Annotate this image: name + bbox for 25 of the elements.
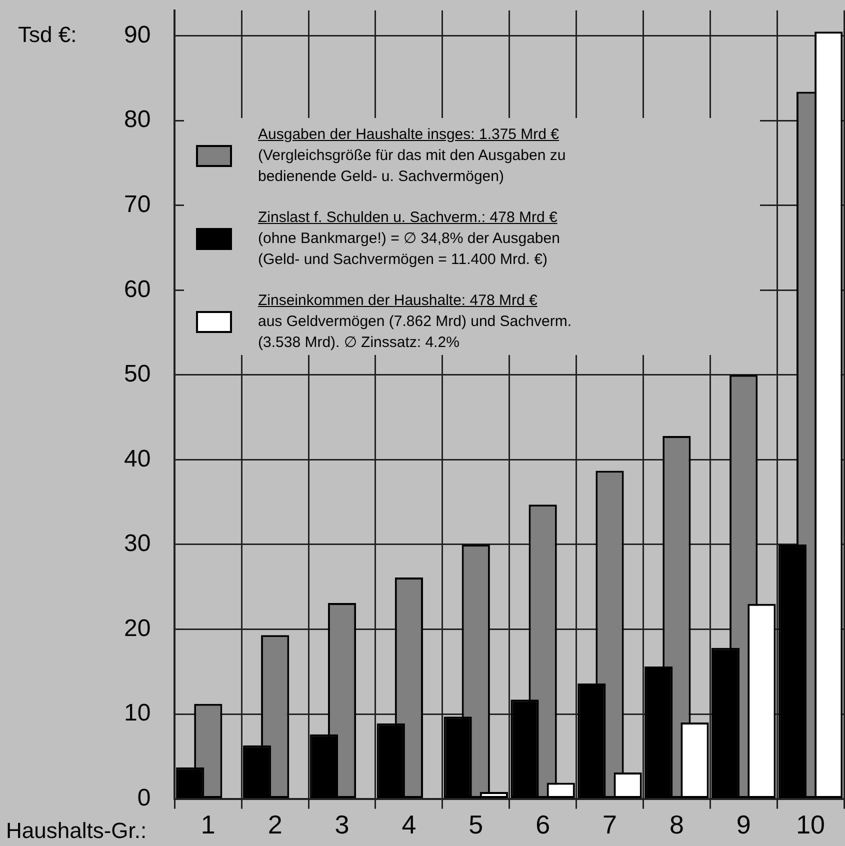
y-tick-label: 70 — [124, 191, 151, 218]
x-tick-label: 2 — [268, 810, 282, 840]
x-tick-label: 6 — [536, 810, 550, 840]
y-tick-label: 40 — [124, 445, 151, 472]
y-tick-label: 60 — [124, 276, 151, 303]
y-axis-title: Tsd €: — [18, 22, 77, 47]
legend-label: Zinslast f. Schulden u. Sachverm.: 478 Mrd € (ohne Bankmarge!) = ∅ 34,8% der Ausgaben (Geld- und Sachvermögen = 11.400 Mrd. €) — [258, 208, 560, 270]
y-tick-label: 0 — [137, 784, 151, 812]
x-tick-label: 9 — [736, 810, 751, 840]
y-tick-label: 10 — [124, 700, 151, 727]
x-tick-label: 1 — [200, 810, 216, 840]
legend-label: Zinseinkommen der Haushalte: 478 Mrd € aus Geldvermögen (7.862 Mrd) und Sachverm. (3.538 Mrd). ∅ Zinssatz: 4.2% — [258, 291, 572, 353]
y-tick-label: 80 — [124, 106, 151, 134]
y-tick-label: 20 — [124, 614, 151, 642]
legend-label: Ausgaben der Haushalte insges: 1.375 Mrd € (Vergleichsgröße für das mit den Ausgaben zu bedienende Geld- u. Sachvermögen) — [258, 125, 566, 187]
x-tick-label: 8 — [669, 810, 684, 840]
x-tick-label: 4 — [402, 810, 416, 840]
x-axis-title: Haushalts-Gr.: — [6, 818, 147, 844]
x-tick-label: 5 — [468, 810, 484, 840]
x-tick-label: 3 — [334, 810, 350, 840]
y-tick-label: 30 — [124, 530, 151, 558]
y-tick-label: 50 — [124, 360, 151, 388]
y-tick-label: 90 — [124, 21, 151, 48]
x-tick-label: 10 — [796, 810, 825, 840]
x-tick-label: 7 — [602, 810, 617, 840]
